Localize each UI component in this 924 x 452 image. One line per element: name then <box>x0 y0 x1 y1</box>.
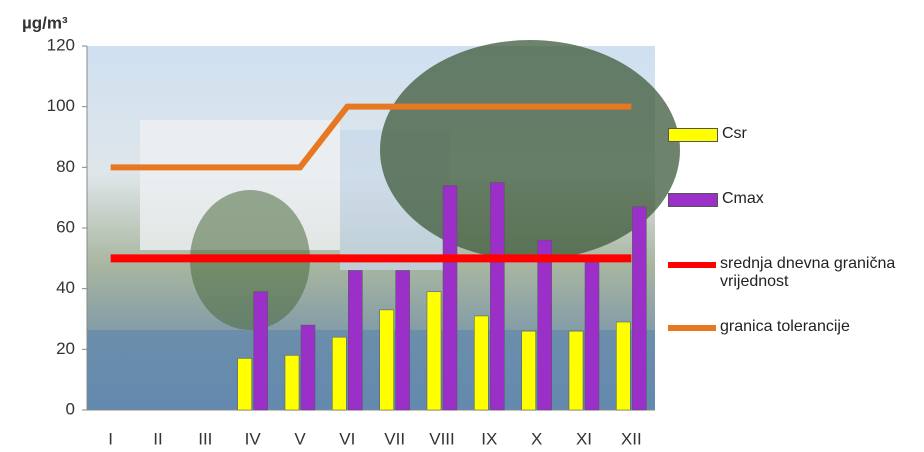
bar <box>490 182 505 411</box>
x-tick-label: XII <box>621 429 642 448</box>
bar <box>300 324 316 411</box>
legend-swatch <box>668 262 716 268</box>
legend-item: granica tolerancije <box>668 318 918 336</box>
legend-label: Cmax <box>722 190 764 207</box>
x-tick-label: III <box>198 429 212 448</box>
x-tick-label: IV <box>245 429 262 448</box>
legend-item: Cmax <box>668 190 918 208</box>
bar <box>568 330 584 411</box>
legend-item: srednja dnevna granična vrijednost <box>668 255 918 291</box>
legend-swatch <box>668 128 718 142</box>
bar <box>584 258 600 411</box>
x-tick-label: VI <box>339 429 355 448</box>
legend-item: Csr <box>668 125 918 143</box>
bar <box>332 336 347 411</box>
legend-swatch <box>668 325 716 331</box>
bar <box>395 270 410 411</box>
bar <box>474 315 489 411</box>
bar <box>616 321 631 411</box>
x-tick-label: XI <box>576 429 592 448</box>
x-tick-label: VIII <box>429 429 455 448</box>
x-tick-label: II <box>153 429 162 448</box>
y-axis-label: µg/m³ <box>22 13 68 32</box>
legend-swatch <box>668 193 718 207</box>
bar <box>537 239 552 411</box>
y-tick-label: 100 <box>47 96 75 115</box>
bar <box>426 291 442 411</box>
bar <box>442 185 458 411</box>
bar <box>379 309 394 411</box>
y-tick-label: 60 <box>56 217 75 236</box>
y-tick-label: 40 <box>56 278 75 297</box>
y-tick-label: 0 <box>66 399 75 418</box>
legend-label: Csr <box>722 125 747 142</box>
bar <box>521 330 536 411</box>
x-tick-label: IX <box>481 429 497 448</box>
bar <box>632 206 647 411</box>
x-tick-label: VII <box>384 429 405 448</box>
bar <box>237 358 252 411</box>
line <box>110 103 632 171</box>
bar <box>284 355 300 411</box>
legend-label: granica tolerancije <box>720 318 850 335</box>
x-tick-label: V <box>294 429 306 448</box>
legend-label: srednja dnevna granična vrijednost <box>720 255 896 290</box>
bar <box>348 270 363 411</box>
y-tick-label: 20 <box>56 339 75 358</box>
x-tick-label: X <box>531 429 542 448</box>
y-tick-label: 80 <box>56 157 75 176</box>
y-tick-label: 120 <box>47 35 75 54</box>
bar <box>253 291 268 411</box>
x-tick-label: I <box>108 429 113 448</box>
